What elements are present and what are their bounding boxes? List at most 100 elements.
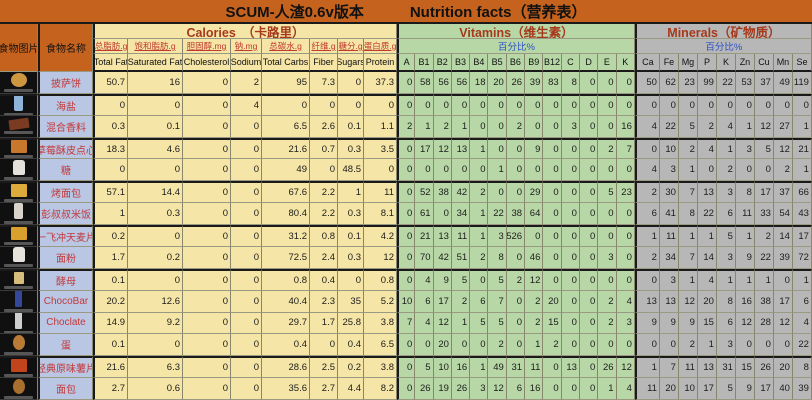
vitamin-value-cell: 2 [598, 137, 617, 160]
calorie-value-cell: 0 [183, 225, 231, 247]
vitamin-value-cell: 0 [598, 268, 617, 291]
vitamin-value-cell: 0 [397, 378, 416, 400]
food-image-cell [0, 312, 38, 335]
vitamin-value-cell: 13 [451, 137, 471, 160]
food-image-cell [0, 268, 38, 291]
mineral-value-cell: 53 [735, 72, 755, 94]
calorie-value-cell: 9.2 [128, 312, 183, 335]
vitamin-value-cell: 2 [451, 290, 471, 313]
mineral-value-cell: 0 [754, 334, 774, 357]
vitamin-value-cell: 5 [415, 356, 434, 379]
vitamin-value-cell: 2 [525, 312, 544, 335]
calorie-value-cell: 1 [338, 181, 364, 204]
calorie-value-cell: 18.3 [93, 137, 128, 160]
vitamin-value-cell: 39 [525, 72, 544, 94]
vitamin-value-cell: 2 [543, 334, 562, 357]
calorie-value-cell: 14.9 [93, 312, 128, 335]
calorie-value-cell: 5.2 [364, 290, 397, 313]
mineral-value-cell: 13 [659, 290, 679, 313]
vitamin-value-cell: 3 [616, 312, 635, 335]
mineral-value-cell: 0 [792, 93, 812, 116]
vitamin-value-cell: 51 [451, 246, 471, 269]
calorie-value-cell: 0 [183, 356, 231, 379]
vitamin-value-cell: 13 [561, 356, 580, 379]
vitamin-value-cell: 3 [561, 115, 580, 138]
vitamin-value-cell: 0 [525, 225, 544, 247]
calorie-value-cell: 0 [231, 290, 262, 313]
calorie-value-cell: 37.3 [364, 72, 397, 94]
calorie-value-cell: 0 [231, 356, 262, 379]
calorie-value-cell: 3.5 [364, 137, 397, 160]
vitamin-value-cell: 0 [579, 203, 599, 226]
calorie-value-cell: 1.1 [364, 115, 397, 138]
vitamin-value-cell: 0 [415, 334, 434, 357]
vitamin-value-cell: 0 [525, 159, 544, 182]
vitamin-value-cell: 12 [616, 356, 635, 379]
mineral-value-cell: 0 [634, 93, 660, 116]
mineral-value-cell: 8 [678, 203, 698, 226]
calorie-value-cell: 2.2 [310, 203, 338, 226]
food-name-cell: 混合香料 [38, 115, 93, 138]
calorie-value-cell: 20.2 [93, 290, 128, 313]
mineral-value-cell: 30 [659, 181, 679, 204]
col-header-cn-total-carbs: 总碳水.g [262, 39, 310, 54]
food-image-cell [0, 378, 38, 400]
page-title-right: Nutrition facts（营养表） [409, 3, 587, 21]
col-header-vitamin-a: A [397, 54, 416, 72]
col-header-cn-protein: 蛋白质.g [364, 39, 397, 54]
vitamin-value-cell: 0 [579, 93, 599, 116]
mineral-value-cell: 4 [792, 312, 812, 335]
mineral-value-cell: 39 [773, 246, 793, 269]
calorie-value-cell: 8.2 [364, 378, 397, 400]
calorie-value-cell: 57.1 [93, 181, 128, 204]
vitamin-value-cell: 4 [415, 312, 434, 335]
calorie-value-cell: 1.7 [310, 312, 338, 335]
mineral-value-cell: 13 [697, 356, 717, 379]
food-image-cell [0, 246, 38, 269]
food-image-cell [0, 159, 38, 182]
calorie-value-cell: 0 [183, 312, 231, 335]
mineral-value-cell: 3 [716, 334, 736, 357]
mineral-value-cell: 7 [659, 356, 679, 379]
food-image-caption [4, 198, 33, 202]
vitamin-value-cell: 26 [451, 378, 471, 400]
vitamin-value-cell: 0 [616, 203, 635, 226]
vitamin-value-cell: 3 [488, 225, 507, 247]
mineral-value-cell: 0 [754, 159, 774, 182]
mineral-value-cell: 0 [634, 334, 660, 357]
calorie-value-cell: 0.6 [128, 378, 183, 400]
calorie-value-cell: 0 [183, 93, 231, 116]
vitamin-value-cell: 0 [579, 246, 599, 269]
vitamin-value-cell: 8 [488, 246, 507, 269]
calorie-value-cell: 12.6 [128, 290, 183, 313]
vitamin-value-cell: 0 [543, 137, 562, 160]
mineral-value-cell: 15 [735, 356, 755, 379]
toast-icon [10, 183, 27, 197]
vitamin-value-cell: 5 [488, 312, 507, 335]
col-header-vitamin-b4: B4 [470, 54, 489, 72]
mineral-value-cell: 9 [735, 378, 755, 400]
mineral-value-cell: 13 [634, 290, 660, 313]
mineral-value-cell: 1 [754, 268, 774, 291]
mineral-value-cell: 66 [792, 181, 812, 204]
vitamin-value-cell: 2 [598, 312, 617, 335]
vitamin-value-cell: 4 [616, 378, 635, 400]
vitamins-percent-label: 百分比% [397, 39, 635, 54]
calorie-value-cell: 0 [183, 159, 231, 182]
calories-section-title: Calories （卡路里） [93, 24, 397, 39]
food-name-cell: Choclate [38, 312, 93, 335]
calorie-value-cell: 0 [128, 93, 183, 116]
page-title-left: SCUM-人渣0.6v版本 [225, 3, 364, 21]
col-header-mineral-k: K [716, 54, 736, 72]
mineral-value-cell: 1 [735, 115, 755, 138]
vitamin-value-cell: 5 [488, 268, 507, 291]
vitamin-value-cell: 0 [415, 159, 434, 182]
food-image-cell [0, 181, 38, 204]
col-header-total-fat: Total Fat [93, 54, 128, 72]
col-header-cn-saturated-fat: 饱和脂肪.g [128, 39, 183, 54]
calorie-value-cell: 0.1 [93, 268, 128, 291]
vitamin-value-cell: 42 [451, 181, 471, 204]
food-image-cell [0, 137, 38, 160]
vitamin-value-cell: 0 [561, 203, 580, 226]
